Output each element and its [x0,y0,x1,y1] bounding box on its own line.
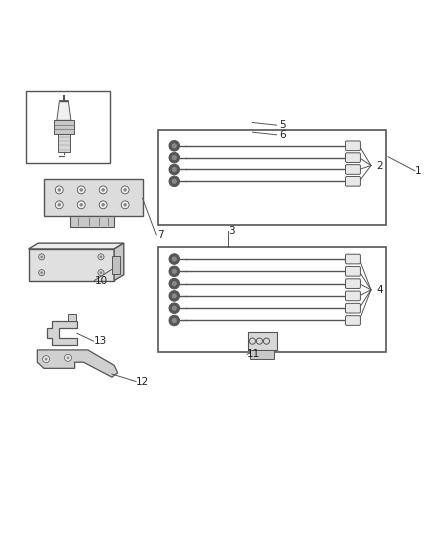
Circle shape [98,254,104,260]
Bar [54,120,74,134]
Circle shape [57,203,61,207]
Bar [70,216,114,227]
Circle shape [40,271,43,274]
Bar [247,333,276,350]
Circle shape [123,203,127,207]
Circle shape [121,186,129,194]
FancyBboxPatch shape [345,254,360,264]
Bar [28,249,114,280]
Circle shape [171,281,177,286]
Circle shape [101,188,105,192]
Circle shape [67,357,69,359]
Circle shape [171,256,177,262]
Circle shape [169,266,179,277]
Polygon shape [114,243,124,280]
Circle shape [171,269,177,274]
Circle shape [39,270,45,276]
Circle shape [55,201,63,209]
Circle shape [169,152,179,163]
Circle shape [171,305,177,311]
Polygon shape [37,350,117,377]
Bar [250,350,274,359]
Circle shape [45,358,47,360]
FancyBboxPatch shape [345,153,360,163]
Circle shape [171,179,177,184]
Circle shape [121,201,129,209]
Circle shape [171,155,177,160]
Circle shape [101,203,105,207]
Circle shape [57,188,61,192]
Circle shape [169,176,179,187]
Circle shape [171,167,177,172]
Text: 1: 1 [414,166,420,176]
Circle shape [171,293,177,298]
Circle shape [169,290,179,301]
Text: 7: 7 [157,230,163,240]
Circle shape [169,303,179,313]
Text: 10: 10 [94,276,107,286]
FancyBboxPatch shape [345,316,360,325]
Circle shape [123,188,127,192]
Text: 2: 2 [375,160,382,171]
Circle shape [169,164,179,175]
Circle shape [169,254,179,264]
Circle shape [98,270,104,276]
Text: 4: 4 [376,285,382,295]
Text: 6: 6 [278,130,285,140]
Circle shape [99,255,102,258]
Polygon shape [57,101,71,120]
Bar [26,91,110,163]
Circle shape [169,315,179,326]
Circle shape [99,271,102,274]
Circle shape [39,254,45,260]
FancyBboxPatch shape [345,291,360,301]
Circle shape [64,354,71,361]
Circle shape [77,201,85,209]
Bar [112,256,120,274]
Polygon shape [28,243,124,249]
FancyBboxPatch shape [345,141,360,151]
Circle shape [77,186,85,194]
Circle shape [171,318,177,323]
Circle shape [99,201,107,209]
Bar [44,179,142,216]
Circle shape [42,356,49,362]
FancyBboxPatch shape [345,303,360,313]
Circle shape [40,255,43,258]
FancyBboxPatch shape [345,176,360,186]
Circle shape [79,203,83,207]
Text: 5: 5 [278,120,285,130]
Bar [68,314,76,321]
Circle shape [169,141,179,151]
Text: 3: 3 [228,225,234,236]
FancyBboxPatch shape [345,279,360,288]
Text: 12: 12 [136,376,149,386]
Text: 13: 13 [93,336,106,346]
Circle shape [169,278,179,289]
Bar [58,134,69,152]
FancyBboxPatch shape [345,165,360,174]
Circle shape [79,188,83,192]
Circle shape [55,186,63,194]
Polygon shape [47,321,77,345]
Circle shape [171,143,177,148]
Bar [158,247,385,352]
FancyBboxPatch shape [345,266,360,276]
Bar [158,131,385,225]
Circle shape [99,186,107,194]
Text: 11: 11 [247,349,260,359]
